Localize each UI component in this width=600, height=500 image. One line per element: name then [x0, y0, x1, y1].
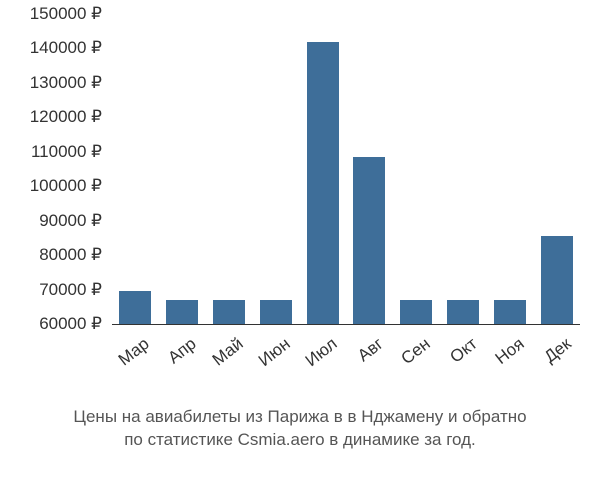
plot-area — [112, 14, 580, 324]
bar — [260, 300, 292, 324]
x-axis: Мар АпрМайИюнИюл Авг Сен Окт Ноя Дек — [112, 334, 580, 414]
x-tick-label: Дек — [540, 334, 575, 367]
bar — [541, 236, 573, 324]
bar — [400, 300, 432, 324]
y-axis: 60000 ₽70000 ₽80000 ₽90000 ₽100000 ₽1100… — [0, 14, 102, 324]
y-tick-label: 80000 ₽ — [39, 245, 102, 265]
y-tick-label: 100000 ₽ — [30, 176, 102, 196]
x-tick-label: Апр — [165, 334, 201, 368]
y-tick-label: 70000 ₽ — [39, 280, 102, 300]
bar — [494, 300, 526, 324]
y-tick-label: 90000 ₽ — [39, 211, 102, 231]
y-tick-label: 120000 ₽ — [30, 107, 102, 127]
x-tick-label: Июн — [255, 334, 294, 371]
x-tick-label: Мар — [115, 334, 154, 370]
y-tick-label: 60000 ₽ — [39, 314, 102, 334]
y-tick-label: 140000 ₽ — [30, 38, 102, 58]
x-tick-label: Май — [209, 334, 248, 370]
caption-line: Цены на авиабилеты из Парижа в в Нджамен… — [0, 406, 600, 429]
x-tick-label: Ноя — [491, 334, 528, 369]
price-chart: 60000 ₽ 70000 ₽ 80000 ₽ 90000 ₽ 100000 ₽ 1100… — [0, 0, 600, 500]
bar — [353, 157, 385, 324]
chart-caption: Цены на авиабилеты из Парижа в в Нджамен… — [0, 406, 600, 452]
bar — [307, 42, 339, 324]
bar — [119, 291, 151, 324]
bar — [213, 300, 245, 324]
x-axis-line — [112, 324, 580, 325]
bars-layer — [112, 14, 580, 324]
x-tick-label: Июл — [301, 334, 341, 371]
y-tick-label: 150000 ₽ — [30, 4, 102, 24]
bar — [447, 300, 479, 324]
x-tick-label: Окт — [446, 334, 481, 367]
y-tick-label: 130000 ₽ — [30, 73, 102, 93]
y-tick-label: 110000 ₽ — [31, 142, 102, 162]
caption-line: по статистике Csmia.aero в динамике за г… — [0, 429, 600, 452]
x-tick-label: Сен — [398, 334, 435, 369]
bar — [166, 300, 198, 324]
x-tick-label: Авг — [354, 334, 387, 366]
